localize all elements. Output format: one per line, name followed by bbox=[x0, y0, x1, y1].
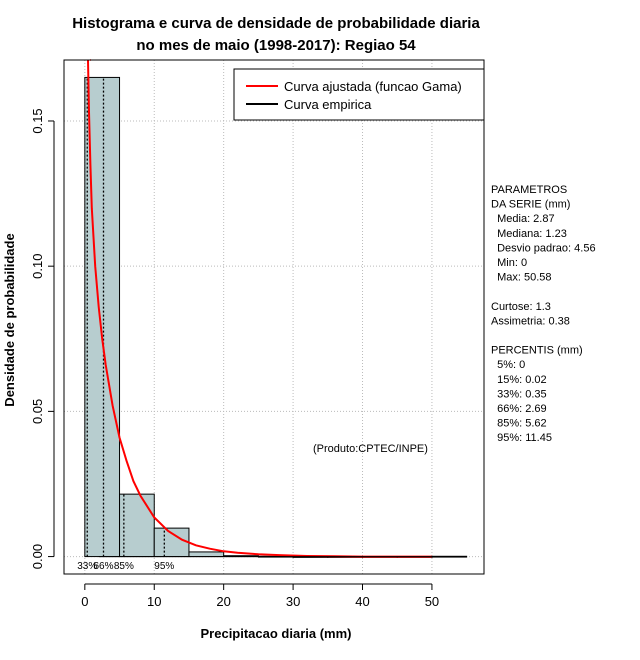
x-tick-label: 40 bbox=[355, 594, 369, 609]
chart-title-line-1: Histograma e curva de densidade de proba… bbox=[72, 15, 480, 32]
stats-line: 33%: 0.35 bbox=[491, 388, 547, 400]
stats-line: 66%: 2.69 bbox=[491, 403, 547, 415]
stats-line: Desvio padrao: 4.56 bbox=[491, 242, 596, 254]
stats-line: Max: 50.58 bbox=[491, 272, 552, 284]
percentile-label: 33% bbox=[77, 561, 97, 572]
y-tick-label: 0.10 bbox=[30, 254, 45, 279]
percentile-label: 66% bbox=[93, 561, 113, 572]
x-axis: 0 10 20 30 40 50 bbox=[81, 583, 439, 609]
stats-line: Curtose: 1.3 bbox=[491, 301, 551, 313]
y-tick-label: 0.00 bbox=[30, 544, 45, 569]
stats-line: Assimetria: 0.38 bbox=[491, 315, 570, 327]
legend-label-empirical: Curva empirica bbox=[284, 97, 372, 112]
curves bbox=[87, 59, 467, 558]
stats-line: Mediana: 1.23 bbox=[491, 228, 567, 240]
stats-line: PERCENTIS (mm) bbox=[491, 345, 583, 357]
stats-panel: PARAMETROS DA SERIE (mm) Media: 2.87 Medi… bbox=[491, 184, 596, 444]
stats-line: 95%: 11.45 bbox=[491, 432, 552, 444]
x-tick-label: 50 bbox=[425, 594, 439, 609]
y-tick-label: 0.15 bbox=[30, 108, 45, 133]
stats-line: PARAMETROS bbox=[491, 184, 567, 196]
legend: Curva ajustada (funcao Gama) Curva empir… bbox=[233, 68, 485, 121]
legend-box bbox=[233, 68, 485, 121]
stats-line: 85%: 5.62 bbox=[491, 418, 547, 430]
x-axis-title: Precipitacao diaria (mm) bbox=[201, 626, 352, 641]
stats-line: 15%: 0.02 bbox=[491, 374, 547, 386]
x-tick-label: 10 bbox=[147, 594, 161, 609]
percentile-lines: 33%66% 85% 95% bbox=[77, 77, 174, 572]
y-tick-label: 0.05 bbox=[30, 399, 45, 424]
plot-area bbox=[63, 59, 485, 575]
chart-title-line-2: no mes de maio (1998-2017): Regiao 54 bbox=[136, 37, 416, 54]
y-axis-title: Densidade de probabilidade bbox=[2, 233, 17, 406]
gamma-fit-curve bbox=[87, 59, 432, 558]
x-tick-label: 0 bbox=[81, 594, 88, 609]
stats-line: 5%: 0 bbox=[491, 359, 525, 371]
stats-line: Min: 0 bbox=[491, 257, 527, 269]
percentile-label: 85% bbox=[114, 561, 134, 572]
product-credit: (Produto:CPTEC/INPE) bbox=[313, 443, 428, 455]
histogram-bars bbox=[84, 76, 468, 558]
y-axis: 0.00 0.05 0.10 0.15 bbox=[30, 108, 55, 569]
stats-line: DA SERIE (mm) bbox=[491, 199, 570, 211]
histogram-bar bbox=[119, 493, 155, 558]
legend-label-gamma: Curva ajustada (funcao Gama) bbox=[284, 79, 462, 94]
percentile-label: 95% bbox=[154, 561, 174, 572]
x-tick-label: 20 bbox=[216, 594, 230, 609]
stats-line: Media: 2.87 bbox=[491, 213, 555, 225]
histogram-bar bbox=[188, 551, 225, 558]
x-tick-label: 30 bbox=[286, 594, 300, 609]
